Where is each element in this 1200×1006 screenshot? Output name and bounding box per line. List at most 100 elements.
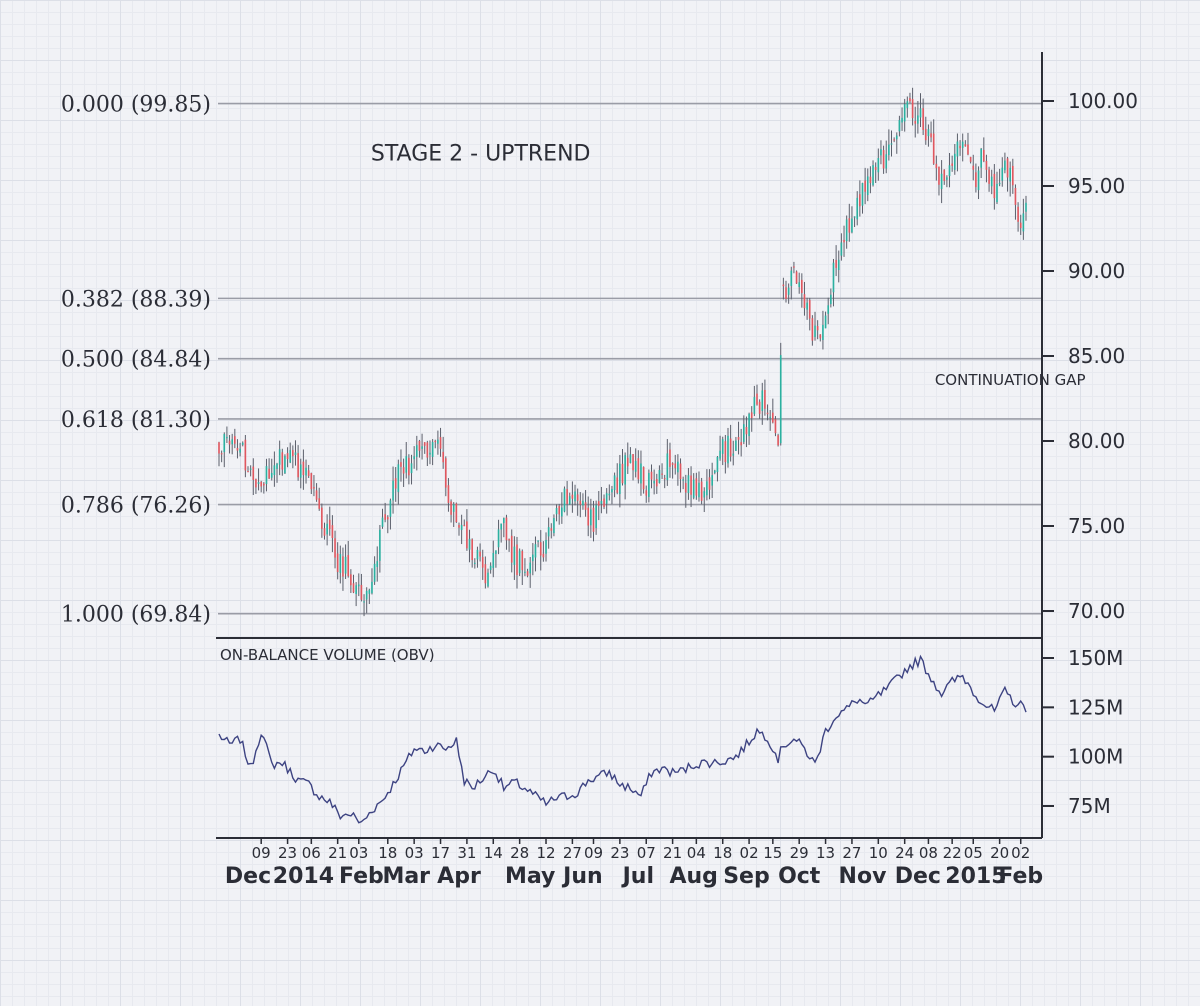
candle-up bbox=[872, 165, 874, 186]
stage-annotation: STAGE 2 - UPTREND bbox=[371, 142, 591, 167]
candle-up bbox=[239, 448, 241, 453]
candle-down bbox=[350, 574, 352, 586]
candle-up bbox=[492, 552, 495, 568]
candle-down bbox=[816, 326, 819, 331]
candle-up bbox=[666, 453, 669, 481]
candle-down bbox=[471, 539, 473, 561]
candle-up bbox=[495, 550, 497, 554]
candle-down bbox=[964, 144, 967, 147]
candle-up bbox=[497, 529, 500, 548]
candle-down bbox=[661, 473, 663, 475]
candle-up bbox=[840, 242, 843, 256]
candle-up bbox=[634, 460, 637, 472]
candle-up bbox=[294, 452, 297, 456]
candle-up bbox=[682, 479, 684, 481]
candle-up bbox=[706, 481, 708, 496]
candle-down bbox=[321, 507, 323, 529]
candle-down bbox=[1019, 222, 1022, 229]
candle-up bbox=[363, 601, 365, 603]
candle-down bbox=[1006, 158, 1009, 178]
candle-down bbox=[959, 145, 961, 149]
candle-down bbox=[642, 466, 645, 490]
candle-up bbox=[830, 294, 832, 305]
candle-down bbox=[542, 553, 545, 558]
candle-up bbox=[845, 219, 848, 242]
candle-down bbox=[774, 419, 777, 434]
candle-up bbox=[397, 464, 400, 492]
candle-down bbox=[848, 218, 851, 233]
candle-down bbox=[310, 473, 313, 490]
candle-up bbox=[273, 465, 276, 476]
candle-down bbox=[603, 498, 605, 507]
candle-down bbox=[724, 441, 727, 463]
candle-down bbox=[458, 524, 460, 528]
candle-up bbox=[278, 449, 281, 465]
candle-down bbox=[632, 454, 634, 471]
candle-down bbox=[521, 551, 524, 571]
day-tick-label: 07 bbox=[637, 844, 656, 862]
candle-down bbox=[315, 490, 318, 500]
candle-up bbox=[898, 120, 901, 132]
candle-down bbox=[922, 108, 924, 130]
candle-up bbox=[990, 176, 993, 187]
candle-down bbox=[394, 478, 397, 489]
candle-up bbox=[698, 482, 700, 498]
candle-down bbox=[835, 259, 837, 268]
obv-tick-label: 100M bbox=[1068, 745, 1123, 769]
candle-down bbox=[874, 167, 877, 170]
candle-down bbox=[466, 521, 468, 549]
candle-down bbox=[982, 149, 985, 162]
candle-down bbox=[772, 412, 774, 423]
fib-level-label: 0.500 (84.84) bbox=[61, 348, 211, 373]
day-tick-label: 08 bbox=[919, 844, 938, 862]
candle-down bbox=[843, 239, 845, 243]
month-tick-label: Jul bbox=[621, 864, 654, 889]
candle-up bbox=[877, 158, 880, 173]
price-tick-label: 70.00 bbox=[1068, 599, 1125, 623]
candle-down bbox=[690, 475, 692, 495]
candle-down bbox=[505, 517, 508, 541]
candle-down bbox=[650, 471, 653, 480]
candle-up bbox=[537, 540, 539, 542]
candle-up bbox=[613, 475, 616, 491]
candle-up bbox=[326, 523, 328, 535]
candle-up bbox=[716, 456, 719, 473]
candle-up bbox=[305, 467, 307, 476]
candle-up bbox=[719, 450, 721, 459]
candle-down bbox=[336, 553, 339, 573]
candle-up bbox=[534, 544, 537, 558]
day-tick-label: 21 bbox=[663, 844, 682, 862]
candle-up bbox=[940, 173, 943, 189]
candle-down bbox=[869, 176, 872, 184]
price-tick-label: 95.00 bbox=[1068, 174, 1125, 198]
candle-down bbox=[439, 437, 442, 449]
candle-down bbox=[616, 477, 619, 493]
candle-down bbox=[255, 479, 257, 488]
candle-down bbox=[924, 128, 927, 141]
candle-down bbox=[297, 453, 299, 478]
candle-up bbox=[961, 141, 964, 148]
candle-down bbox=[803, 294, 806, 309]
candle-down bbox=[592, 507, 595, 532]
candle-down bbox=[292, 450, 294, 457]
candle-up bbox=[437, 439, 439, 444]
candle-down bbox=[318, 498, 321, 509]
candle-up bbox=[742, 424, 745, 442]
candle-down bbox=[402, 467, 405, 474]
candle-up bbox=[713, 470, 716, 473]
candle-up bbox=[761, 390, 764, 411]
candle-up bbox=[946, 177, 948, 180]
candle-down bbox=[447, 485, 450, 503]
candle-up bbox=[824, 315, 827, 329]
candle-down bbox=[700, 481, 703, 501]
candle-down bbox=[426, 442, 429, 458]
candle-down bbox=[777, 435, 779, 446]
candle-up bbox=[619, 463, 621, 495]
candle-up bbox=[513, 546, 516, 565]
candle-up bbox=[1009, 167, 1011, 182]
candle-down bbox=[400, 462, 402, 467]
candle-down bbox=[793, 266, 795, 268]
candle-down bbox=[663, 478, 666, 480]
month-tick-label: Feb bbox=[998, 864, 1043, 889]
candle-up bbox=[376, 561, 379, 567]
